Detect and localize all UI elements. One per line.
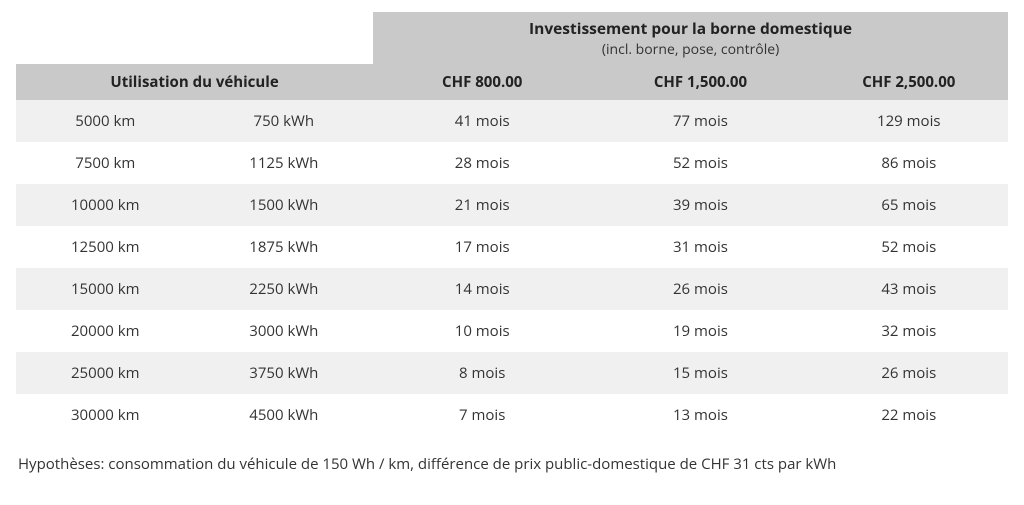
cell-months-1: 28 mois	[373, 142, 591, 184]
price-col-1: CHF 800.00	[373, 64, 591, 100]
table-header: Investissement pour la borne domestique …	[16, 12, 1008, 100]
cell-months-1: 8 mois	[373, 352, 591, 394]
cell-kwh: 1125 kWh	[195, 142, 374, 184]
investment-header: Investissement pour la borne domestique …	[373, 12, 1008, 64]
cell-months-1: 17 mois	[373, 226, 591, 268]
cell-months-2: 39 mois	[591, 184, 809, 226]
cell-months-3: 26 mois	[810, 352, 1008, 394]
cell-months-1: 7 mois	[373, 394, 591, 436]
cell-months-1: 14 mois	[373, 268, 591, 310]
cell-kwh: 2250 kWh	[195, 268, 374, 310]
cell-km: 30000 km	[16, 394, 195, 436]
cell-kwh: 1875 kWh	[195, 226, 374, 268]
table-container: Investissement pour la borne domestique …	[0, 0, 1024, 482]
cell-km: 15000 km	[16, 268, 195, 310]
cell-months-1: 10 mois	[373, 310, 591, 352]
table-row: 10000 km1500 kWh21 mois39 mois65 mois	[16, 184, 1008, 226]
table-row: 12500 km1875 kWh17 mois31 mois52 mois	[16, 226, 1008, 268]
cell-km: 5000 km	[16, 100, 195, 142]
cell-months-3: 32 mois	[810, 310, 1008, 352]
cell-months-2: 52 mois	[591, 142, 809, 184]
cell-months-1: 41 mois	[373, 100, 591, 142]
header-row-labels: Utilisation du véhicule CHF 800.00 CHF 1…	[16, 64, 1008, 100]
cell-months-2: 15 mois	[591, 352, 809, 394]
footnote: Hypothèses: consommation du véhicule de …	[16, 454, 1008, 474]
cell-kwh: 4500 kWh	[195, 394, 374, 436]
cell-months-3: 22 mois	[810, 394, 1008, 436]
investment-title: Investissement pour la borne domestique	[373, 17, 1008, 39]
cell-kwh: 750 kWh	[195, 100, 374, 142]
cell-months-2: 31 mois	[591, 226, 809, 268]
table-body: 5000 km750 kWh41 mois77 mois129 mois7500…	[16, 100, 1008, 436]
table-row: 7500 km1125 kWh28 mois52 mois86 mois	[16, 142, 1008, 184]
cell-kwh: 3000 kWh	[195, 310, 374, 352]
price-col-2: CHF 1,500.00	[591, 64, 809, 100]
table-row: 20000 km3000 kWh10 mois19 mois32 mois	[16, 310, 1008, 352]
table-row: 15000 km2250 kWh14 mois26 mois43 mois	[16, 268, 1008, 310]
cell-km: 25000 km	[16, 352, 195, 394]
cell-months-2: 13 mois	[591, 394, 809, 436]
table-row: 5000 km750 kWh41 mois77 mois129 mois	[16, 100, 1008, 142]
amortization-table: Investissement pour la borne domestique …	[16, 12, 1008, 436]
cell-months-3: 52 mois	[810, 226, 1008, 268]
cell-kwh: 1500 kWh	[195, 184, 374, 226]
header-row-top: Investissement pour la borne domestique …	[16, 12, 1008, 64]
cell-months-2: 26 mois	[591, 268, 809, 310]
cell-months-3: 65 mois	[810, 184, 1008, 226]
cell-km: 12500 km	[16, 226, 195, 268]
cell-months-3: 86 mois	[810, 142, 1008, 184]
cell-months-1: 21 mois	[373, 184, 591, 226]
investment-subtitle: (incl. borne, pose, contrôle)	[373, 40, 1008, 59]
cell-months-3: 129 mois	[810, 100, 1008, 142]
cell-km: 20000 km	[16, 310, 195, 352]
cell-months-3: 43 mois	[810, 268, 1008, 310]
header-blank	[16, 12, 373, 64]
price-col-3: CHF 2,500.00	[810, 64, 1008, 100]
cell-months-2: 19 mois	[591, 310, 809, 352]
cell-km: 10000 km	[16, 184, 195, 226]
usage-header: Utilisation du véhicule	[16, 64, 373, 100]
table-row: 30000 km4500 kWh7 mois13 mois22 mois	[16, 394, 1008, 436]
table-row: 25000 km3750 kWh8 mois15 mois26 mois	[16, 352, 1008, 394]
cell-km: 7500 km	[16, 142, 195, 184]
cell-kwh: 3750 kWh	[195, 352, 374, 394]
cell-months-2: 77 mois	[591, 100, 809, 142]
